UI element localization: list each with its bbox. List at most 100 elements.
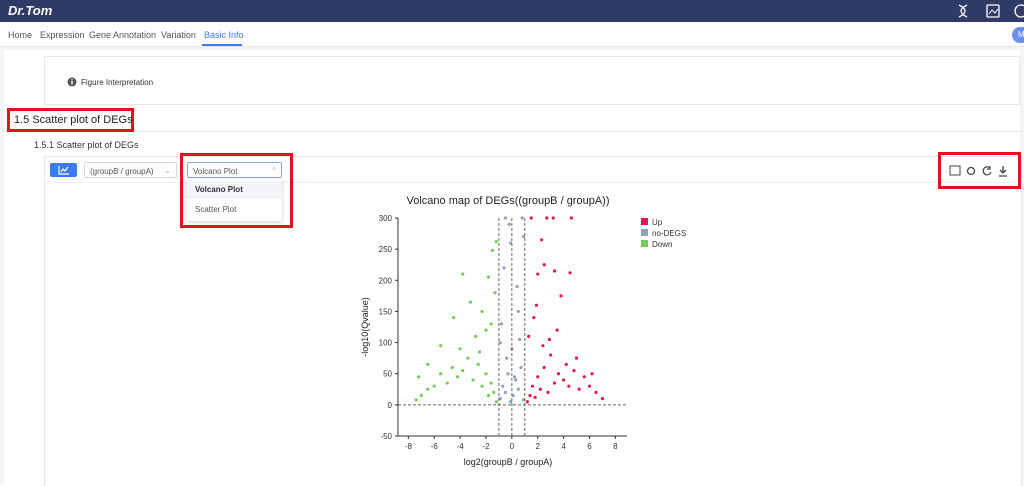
- chart-tools: [949, 165, 1007, 177]
- plot-select[interactable]: Volcano Plot ^: [187, 162, 282, 178]
- point: [534, 303, 539, 307]
- point: [594, 390, 598, 394]
- y-tick-label: 100: [379, 339, 393, 348]
- point: [530, 384, 535, 388]
- point: [525, 400, 529, 404]
- point: [582, 375, 586, 379]
- point: [542, 365, 546, 370]
- point: [486, 393, 491, 398]
- point: [562, 378, 566, 382]
- point: [574, 356, 579, 360]
- legend-label: Down: [652, 240, 672, 249]
- point: [540, 238, 544, 242]
- point: [564, 362, 568, 366]
- dna-icon[interactable]: [958, 4, 968, 18]
- image-tool[interactable]: [949, 165, 961, 176]
- refresh-tool[interactable]: [982, 166, 992, 176]
- point: [569, 216, 573, 220]
- point: [551, 216, 555, 220]
- caret: ^: [272, 166, 276, 175]
- point: [445, 381, 449, 385]
- point: [507, 222, 511, 226]
- x-tick-label: 2: [536, 442, 541, 451]
- point: [549, 353, 553, 357]
- point: [541, 344, 545, 348]
- y-tick-label: 50: [383, 370, 392, 379]
- point: [532, 316, 536, 320]
- interpretation-label[interactable]: Figure Interpretation: [81, 78, 154, 87]
- point: [546, 390, 550, 394]
- x-tick-label: 4: [561, 442, 566, 451]
- image-icon[interactable]: [986, 4, 1000, 18]
- point: [468, 300, 473, 304]
- avatar[interactable]: M: [1012, 27, 1024, 43]
- download-tool[interactable]: [999, 166, 1007, 177]
- y-tick-label: -50: [380, 432, 392, 441]
- point: [519, 365, 523, 370]
- legend-label: no-DEGS: [652, 229, 686, 238]
- point: [503, 390, 507, 394]
- point: [477, 350, 482, 354]
- chart-icon: [58, 166, 69, 175]
- top-bar: Dr.Tom: [0, 0, 1024, 22]
- point: [439, 344, 443, 348]
- point: [480, 309, 484, 314]
- section-title: 1.5 Scatter plot of DEGs: [14, 114, 133, 126]
- point: [516, 309, 520, 314]
- point: [417, 375, 421, 379]
- y-tick-label: 200: [379, 276, 393, 285]
- nav-tab[interactable]: Home: [8, 30, 33, 40]
- point: [506, 372, 510, 376]
- toolbar-divider: [44, 182, 1020, 183]
- settings-tool[interactable]: [966, 166, 976, 176]
- nav-tab[interactable]: Gene Annotation: [89, 30, 157, 40]
- point: [414, 398, 418, 402]
- point: [419, 393, 423, 398]
- point: [503, 216, 507, 220]
- point: [542, 263, 546, 267]
- logo[interactable]: Dr.Tom: [8, 3, 53, 18]
- nav-tab[interactable]: Variation: [161, 30, 196, 40]
- point: [458, 347, 462, 351]
- dropdown: Volcano Plot Scatter Plot: [187, 179, 282, 221]
- point: [552, 381, 557, 385]
- help-icon[interactable]: [1014, 4, 1024, 18]
- x-tick-label: -8: [405, 442, 413, 451]
- legend-label: Up: [652, 218, 663, 227]
- nav-tab[interactable]: Expression: [40, 30, 85, 40]
- y-tick-label: 250: [379, 245, 393, 254]
- point: [484, 328, 488, 332]
- point: [514, 378, 518, 382]
- point: [520, 216, 524, 220]
- x-axis-label: log2(groupB / groupA): [464, 457, 553, 467]
- info-icon: [67, 77, 77, 87]
- point: [516, 387, 520, 391]
- point: [480, 384, 484, 388]
- point: [486, 275, 491, 279]
- point: [556, 372, 561, 376]
- point: [489, 381, 493, 385]
- nav-tab[interactable]: Basic Info: [204, 30, 244, 40]
- point: [547, 337, 551, 342]
- dropdown-option[interactable]: Scatter Plot: [195, 205, 237, 214]
- divider: [4, 131, 1020, 132]
- nav-bar: Home Expression Gene Annotation Variatio…: [0, 22, 1024, 47]
- point: [489, 322, 493, 326]
- point: [529, 216, 533, 220]
- image-icon-line: [988, 8, 999, 15]
- point: [471, 378, 475, 382]
- point: [499, 322, 504, 326]
- legend-swatch: [641, 218, 648, 225]
- point: [474, 334, 478, 338]
- y-axis-label: -log10(Qvalue): [360, 297, 370, 357]
- point: [494, 400, 498, 404]
- group-select[interactable]: (groupB / groupA) ⌄: [84, 162, 177, 178]
- dropdown-option[interactable]: Volcano Plot: [195, 185, 243, 194]
- point: [533, 395, 537, 399]
- point: [555, 328, 559, 332]
- chart-type-button[interactable]: [50, 163, 77, 177]
- point: [450, 365, 454, 370]
- point: [501, 384, 505, 388]
- point: [452, 316, 456, 320]
